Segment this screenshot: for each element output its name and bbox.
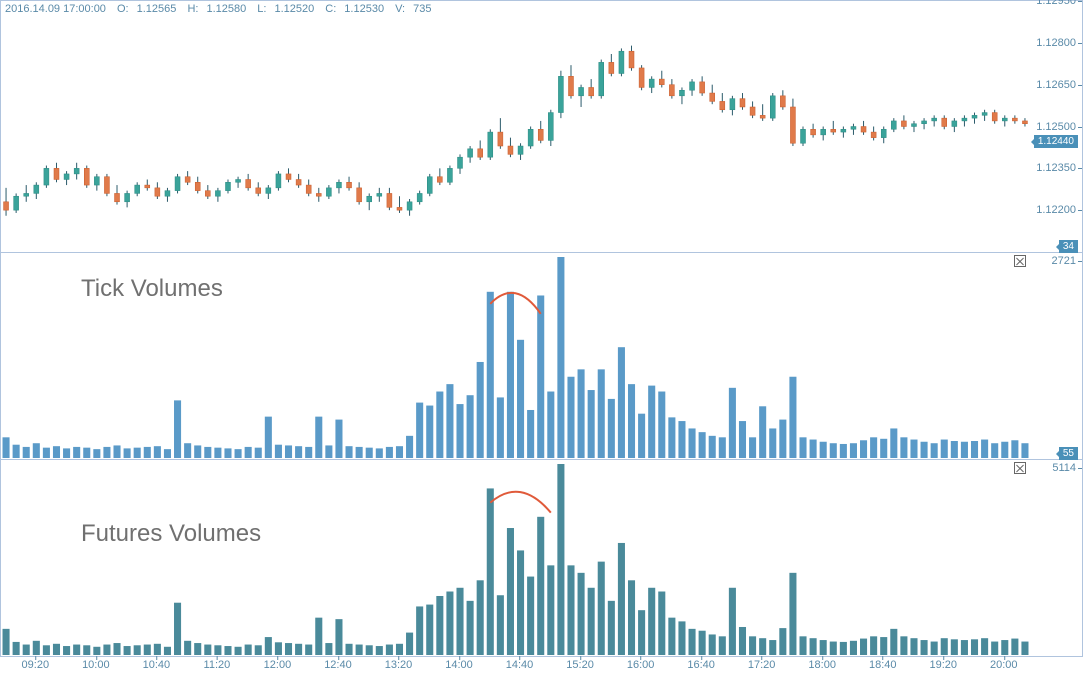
price-y-tick: 1.12950	[1036, 0, 1076, 7]
price-y-tick: 1.12200	[1036, 204, 1076, 216]
vol-value: 735	[413, 3, 431, 15]
time-tick: 16:00	[627, 659, 655, 671]
time-tick: 17:20	[748, 659, 776, 671]
tick-plot[interactable]	[1, 253, 1030, 459]
ohlc-header: 2016.14.09 17:00:00 O:1.12565 H:1.12580 …	[5, 3, 439, 15]
price-plot[interactable]	[1, 1, 1030, 252]
price-chart-panel[interactable]: 2016.14.09 17:00:00 O:1.12565 H:1.12580 …	[0, 0, 1083, 253]
time-tick: 10:40	[143, 659, 171, 671]
time-tick: 20:00	[990, 659, 1018, 671]
vol-label: V:	[395, 3, 405, 15]
time-tick: 14:00	[445, 659, 473, 671]
close-label: C:	[325, 3, 336, 15]
time-tick: 12:40	[324, 659, 352, 671]
time-tick: 16:40	[687, 659, 715, 671]
high-label: H:	[187, 3, 198, 15]
close-value: 1.12530	[344, 3, 384, 15]
datetime: 2016.14.09 17:00:00	[5, 3, 106, 15]
time-tick: 15:20	[566, 659, 594, 671]
time-tick: 11:20	[204, 659, 231, 671]
price-y-tick: 1.12350	[1036, 162, 1076, 174]
time-tick: 13:20	[385, 659, 413, 671]
time-axis: 09:20 10:00 10:40 11:20 12:00 12:40 13:20 14:00…	[0, 657, 1083, 679]
price-current-badge: 1.12440	[1034, 135, 1078, 148]
volume-y-max: 2721	[1052, 255, 1076, 267]
price-y-tick: 1.12650	[1036, 79, 1076, 91]
time-tick: 10:00	[82, 659, 110, 671]
tick-volume-panel[interactable]: Tick Volumes 272134	[0, 253, 1083, 460]
price-y-tick: 1.12800	[1036, 37, 1076, 49]
low-value: 1.12520	[274, 3, 314, 15]
time-tick: 14:40	[506, 659, 534, 671]
time-tick: 18:40	[869, 659, 897, 671]
time-tick: 12:00	[264, 659, 292, 671]
high-value: 1.12580	[206, 3, 246, 15]
time-tick: 18:00	[808, 659, 836, 671]
time-tick: 09:20	[22, 659, 50, 671]
open-value: 1.12565	[137, 3, 177, 15]
price-y-tick: 1.12500	[1036, 121, 1076, 133]
low-label: L:	[257, 3, 266, 15]
open-label: O:	[117, 3, 129, 15]
volume-y-max: 5114	[1052, 462, 1076, 474]
volume-current-badge: 34	[1059, 240, 1078, 253]
futures-volume-panel[interactable]: Futures Volumes 511455	[0, 460, 1083, 657]
futures-plot[interactable]	[1, 460, 1030, 656]
volume-current-badge: 55	[1059, 447, 1078, 460]
time-tick: 19:20	[929, 659, 957, 671]
